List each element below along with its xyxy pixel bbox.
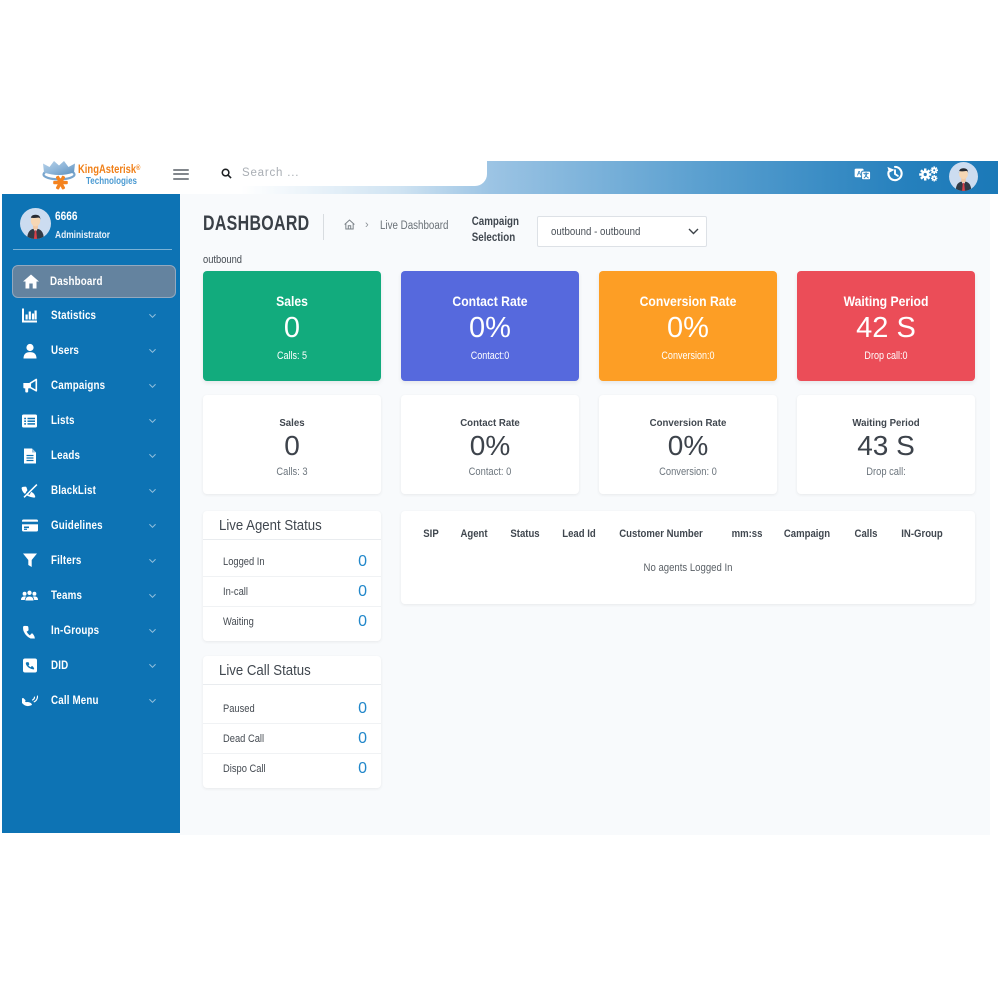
svg-text:A: A <box>857 170 862 177</box>
